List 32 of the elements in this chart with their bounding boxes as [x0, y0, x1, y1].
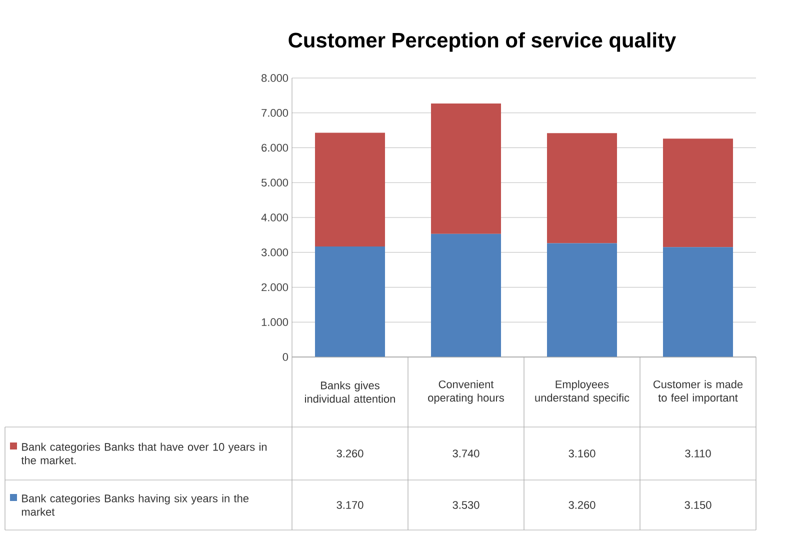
- x-tick-label: Customer is made to feel important: [654, 380, 743, 404]
- y-tick-label: 6.000: [262, 144, 288, 152]
- y-tick-label: 2.000: [262, 283, 288, 292]
- data-label: 3.260: [336, 450, 364, 458]
- x-tick-label: Banks gives individual attention: [305, 381, 395, 403]
- bar: [663, 247, 734, 357]
- data-label: 3.150: [684, 501, 712, 509]
- data-label: 3.170: [336, 501, 364, 509]
- legend-label: Bank categories Banks having six years in the market: [22, 494, 248, 516]
- data-label: 3.160: [568, 450, 596, 458]
- x-tick-label: Employees understand specific: [535, 380, 630, 404]
- data-label: 3.530: [452, 501, 480, 509]
- x-tick-label: Convenient operating hours: [428, 380, 504, 404]
- data-label: 3.740: [452, 450, 480, 458]
- y-tick-label: 4.000: [261, 214, 288, 222]
- y-tick-label: 0: [282, 353, 288, 361]
- legend-label: Bank categories Banks that have over 10 years in the market.: [21, 442, 267, 464]
- y-tick-label: 3.000: [261, 248, 288, 256]
- bar: [547, 133, 618, 244]
- bar: [315, 132, 386, 246]
- y-tick-label: 7.000: [262, 109, 288, 117]
- y-tick-label: 1.000: [262, 318, 288, 326]
- bar: [315, 246, 386, 357]
- bar: [431, 103, 502, 234]
- data-label: 3.110: [685, 450, 711, 458]
- y-tick-label: 8.000: [262, 74, 288, 82]
- bar: [431, 234, 502, 357]
- bar: [547, 243, 618, 357]
- y-tick-label: 5.000: [261, 178, 288, 187]
- bar: [663, 138, 734, 248]
- data-label: 3.260: [568, 501, 596, 509]
- chart-title: Customer Perception of service quality: [288, 32, 676, 52]
